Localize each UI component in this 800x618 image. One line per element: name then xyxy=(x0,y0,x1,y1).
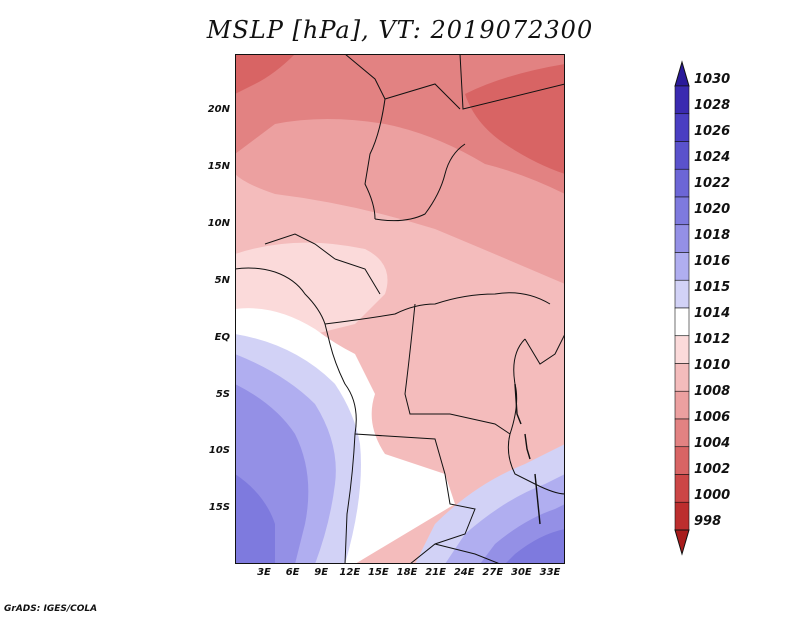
colorbar-swatch xyxy=(674,196,690,226)
lat-tick-label: 15N xyxy=(207,161,230,172)
colorbar-level-label: 1010 xyxy=(694,358,731,373)
lon-tick-label: 15E xyxy=(368,567,389,578)
lon-tick-label: 18E xyxy=(396,567,418,578)
colorbar-swatch xyxy=(674,224,690,253)
lat-tick-label: 5N xyxy=(214,275,230,286)
colorbar-level-label: 1018 xyxy=(694,228,731,243)
lat-tick-label: 10N xyxy=(207,218,230,229)
colorbar-swatch xyxy=(674,474,690,503)
colorbar-swatch xyxy=(674,168,690,198)
colorbar-swatch xyxy=(674,252,690,281)
map-panel xyxy=(235,54,565,564)
colorbar-swatch xyxy=(674,446,690,475)
lon-tick-label: 6E xyxy=(285,567,300,578)
colorbar-level-label: 1026 xyxy=(694,124,731,139)
lat-tick-label: EQ xyxy=(214,332,230,343)
lon-tick-label: 30E xyxy=(511,567,532,578)
colorbar-level-label: 1008 xyxy=(694,384,731,399)
colorbar-swatch xyxy=(674,307,690,337)
coastlines-borders xyxy=(235,54,565,564)
lon-tick-label: 33E xyxy=(539,567,561,578)
colorbar-level-label: 1002 xyxy=(694,462,731,477)
chart-title: MSLP [hPa], VT: 2019072300 xyxy=(206,16,594,44)
colorbar-level-label: 1012 xyxy=(694,332,731,347)
lon-tick-label: 24E xyxy=(453,567,475,578)
colorbar-swatch xyxy=(674,335,690,364)
grads-credit: GrADS: IGES/COLA xyxy=(4,604,98,614)
colorbar-swatch xyxy=(674,141,690,170)
colorbar-swatch xyxy=(674,418,690,448)
lon-tick-label: 9E xyxy=(314,567,329,578)
colorbar-level-label: 1004 xyxy=(694,436,731,451)
colorbar-level-label: 1030 xyxy=(694,72,731,87)
colorbar-level-label: 1006 xyxy=(694,410,731,425)
colorbar xyxy=(674,60,690,556)
colorbar-top-arrow xyxy=(674,60,690,87)
colorbar-level-label: 1000 xyxy=(694,488,731,503)
lat-tick-label: 5S xyxy=(215,389,230,400)
colorbar-level-label: 998 xyxy=(694,514,722,529)
lon-tick-label: 21E xyxy=(425,567,446,578)
colorbar-level-label: 1024 xyxy=(694,150,731,165)
lon-tick-label: 27E xyxy=(482,567,504,578)
colorbar-swatch xyxy=(674,390,690,420)
colorbar-level-label: 1015 xyxy=(694,280,731,295)
colorbar-swatch xyxy=(674,279,690,309)
colorbar-level-label: 1020 xyxy=(694,202,731,217)
colorbar-level-label: 1016 xyxy=(694,254,731,269)
colorbar-level-label: 1028 xyxy=(694,98,731,113)
colorbar-swatch xyxy=(674,85,690,115)
lon-tick-label: 3E xyxy=(257,567,271,578)
lat-tick-label: 10S xyxy=(208,445,230,456)
colorbar-swatch xyxy=(674,113,690,142)
colorbar-level-label: 1022 xyxy=(694,176,731,191)
map-frame xyxy=(235,54,565,564)
colorbar-bottom-arrow xyxy=(674,529,690,556)
colorbar-swatch xyxy=(674,363,690,392)
lat-tick-label: 20N xyxy=(207,104,230,115)
pressure-band-1004 xyxy=(465,64,565,174)
colorbar-level-label: 1014 xyxy=(694,306,731,321)
pressure-band-1020 xyxy=(235,474,275,564)
pressure-field-map xyxy=(235,54,565,564)
colorbar-swatch xyxy=(674,501,690,531)
lon-tick-label: 12E xyxy=(339,567,361,578)
lat-tick-label: 15S xyxy=(208,502,230,513)
lakes xyxy=(514,383,541,525)
